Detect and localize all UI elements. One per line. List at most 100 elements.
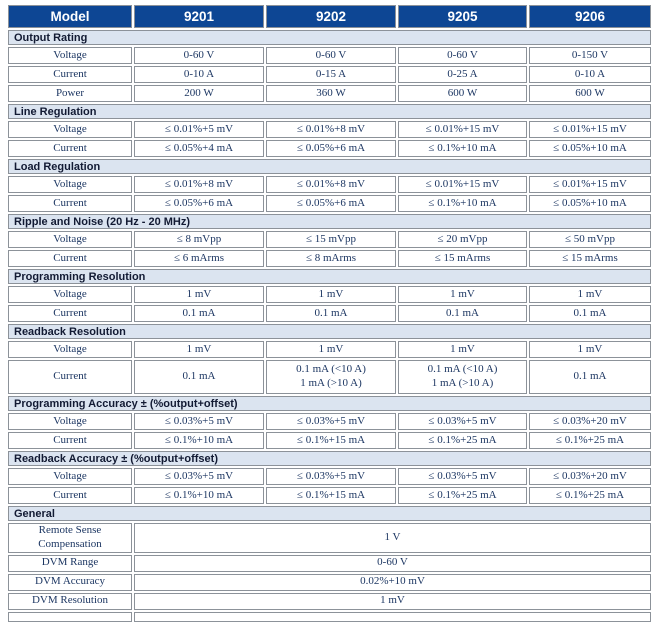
spec-value: 1 mV (134, 341, 264, 358)
row-label: DVM Range (8, 554, 132, 572)
spec-value: ≤ 0.05%+10 mA (529, 140, 651, 157)
spec-value: ≤ 15 mArms (398, 250, 527, 267)
spec-value: ≤ 15 mVpp (266, 231, 396, 248)
row-label: Current (8, 140, 132, 157)
section-row: Output Rating (8, 30, 651, 45)
section-title: Readback Resolution (8, 324, 651, 339)
section-row: Load Regulation (8, 159, 651, 174)
spec-value: 0-60 V (398, 47, 527, 64)
spec-value: ≤ 0.1%+15 mA (266, 432, 396, 449)
spec-value: ≤ 20 mVpp (398, 231, 527, 248)
model-column-header: Model (8, 5, 132, 28)
model-9205-column-header: 9205 (398, 5, 527, 28)
spec-value: 600 W (529, 85, 651, 102)
spec-value: 0-10 A (134, 66, 264, 83)
spec-value: 0.1 mA (398, 305, 527, 322)
spec-value: 0.1 mA (134, 360, 264, 394)
section-title: Output Rating (8, 30, 651, 45)
section-title: Programming Accuracy ± (%output+offset) (8, 396, 651, 411)
row-label: Voltage (8, 413, 132, 430)
spec-value-merged: 1 mV (134, 592, 651, 610)
spec-row: DVM Range 0-60 V (8, 554, 651, 572)
row-label: Current (8, 432, 132, 449)
spec-value: ≤ 0.01%+15 mV (529, 176, 651, 193)
spec-value-merged: 0-60 V (134, 554, 651, 572)
spec-value: 360 W (266, 85, 396, 102)
specifications-table: Model 9201 9202 9205 9206 Output Rating Volta… (6, 3, 653, 624)
row-label: Current (8, 250, 132, 267)
spec-row: DVM Resolution 1 mV (8, 592, 651, 610)
spec-value: ≤ 0.05%+4 mA (134, 140, 264, 157)
spec-value-merged: 0.02%+10 mV (134, 573, 651, 591)
spec-value: ≤ 6 mArms (134, 250, 264, 267)
spec-value: ≤ 0.05%+6 mA (134, 195, 264, 212)
section-title: Load Regulation (8, 159, 651, 174)
spec-value: 0-150 V (529, 47, 651, 64)
row-label: Voltage (8, 286, 132, 303)
row-label: Voltage (8, 121, 132, 138)
row-label: Power (8, 85, 132, 102)
spec-row: Current ≤ 0.05%+6 mA ≤ 0.05%+6 mA ≤ 0.1%+10… (8, 195, 651, 212)
row-label: Current (8, 305, 132, 322)
spec-row: Current ≤ 0.1%+10 mA ≤ 0.1%+15 mA ≤ 0.1%+25… (8, 432, 651, 449)
spec-value: 0-60 V (266, 47, 396, 64)
row-label: Current (8, 195, 132, 212)
section-row: Ripple and Noise (20 Hz - 20 MHz) (8, 214, 651, 229)
spec-value: 1 mV (134, 286, 264, 303)
section-title: Readback Accuracy ± (%output+offset) (8, 451, 651, 466)
spec-value: 0.1 mA (529, 305, 651, 322)
cutoff-row (8, 611, 651, 622)
spec-value: ≤ 8 mVpp (134, 231, 264, 248)
section-row: General (8, 506, 651, 521)
spec-value: ≤ 0.1%+15 mA (266, 487, 396, 504)
spec-row: Voltage 1 mV 1 mV 1 mV 1 mV (8, 286, 651, 303)
spec-value: ≤ 0.1%+10 mA (134, 432, 264, 449)
spec-value: ≤ 0.03%+5 mV (398, 413, 527, 430)
spec-value: ≤ 0.01%+8 mV (266, 176, 396, 193)
spec-value: ≤ 0.01%+15 mV (529, 121, 651, 138)
spec-row: Current ≤ 6 mArms ≤ 8 mArms ≤ 15 mArms ≤ 15 … (8, 250, 651, 267)
spec-value: ≤ 0.03%+20 mV (529, 413, 651, 430)
spec-value: 200 W (134, 85, 264, 102)
spec-row: Voltage ≤ 0.01%+5 mV ≤ 0.01%+8 mV ≤ 0.01%+1… (8, 121, 651, 138)
spec-value: 0.1 mA (<10 A) 1 mA (>10 A) (266, 360, 396, 394)
spec-value: ≤ 0.05%+6 mA (266, 140, 396, 157)
model-header-row: Model 9201 9202 9205 9206 (8, 5, 651, 28)
spec-value: 0-60 V (134, 47, 264, 64)
spec-value: ≤ 0.1%+25 mA (398, 487, 527, 504)
spec-row: Voltage ≤ 0.01%+8 mV ≤ 0.01%+8 mV ≤ 0.01%+1… (8, 176, 651, 193)
spec-value: 0.1 mA (<10 A) 1 mA (>10 A) (398, 360, 527, 394)
spec-row: Current 0-10 A 0-15 A 0-25 A 0-10 A (8, 66, 651, 83)
spec-value: ≤ 0.01%+15 mV (398, 121, 527, 138)
cutoff-value-cell (134, 611, 651, 622)
spec-value: ≤ 0.1%+25 mA (529, 487, 651, 504)
row-label: DVM Resolution (8, 592, 132, 610)
spec-value: 0-10 A (529, 66, 651, 83)
row-label: Voltage (8, 468, 132, 485)
spec-value: 0-15 A (266, 66, 396, 83)
spec-row: Current ≤ 0.1%+10 mA ≤ 0.1%+15 mA ≤ 0.1%+25… (8, 487, 651, 504)
spec-value: ≤ 0.03%+5 mV (266, 413, 396, 430)
section-title: Ripple and Noise (20 Hz - 20 MHz) (8, 214, 651, 229)
section-title: General (8, 506, 651, 521)
spec-row: Current ≤ 0.05%+4 mA ≤ 0.05%+6 mA ≤ 0.1%+10… (8, 140, 651, 157)
spec-row: Voltage ≤ 8 mVpp ≤ 15 mVpp ≤ 20 mVpp ≤ 50 mV… (8, 231, 651, 248)
spec-row: Power 200 W 360 W 600 W 600 W (8, 85, 651, 102)
row-label: Remote Sense Compensation (8, 523, 132, 553)
spec-row: Voltage 0-60 V 0-60 V 0-60 V 0-150 V (8, 47, 651, 64)
row-label: Current (8, 487, 132, 504)
section-row: Programming Resolution (8, 269, 651, 284)
row-label: Voltage (8, 47, 132, 64)
spec-value-merged: 1 V (134, 523, 651, 553)
spec-value: 0.1 mA (529, 360, 651, 394)
spec-row: Remote Sense Compensation 1 V (8, 523, 651, 553)
section-row: Readback Resolution (8, 324, 651, 339)
spec-value: ≤ 0.01%+5 mV (134, 121, 264, 138)
model-9202-column-header: 9202 (266, 5, 396, 28)
spec-value: ≤ 0.05%+10 mA (529, 195, 651, 212)
spec-value: ≤ 50 mVpp (529, 231, 651, 248)
spec-row: Current 0.1 mA 0.1 mA 0.1 mA 0.1 mA (8, 305, 651, 322)
section-row: Programming Accuracy ± (%output+offset) (8, 396, 651, 411)
section-title: Programming Resolution (8, 269, 651, 284)
spec-value: 0.1 mA (134, 305, 264, 322)
